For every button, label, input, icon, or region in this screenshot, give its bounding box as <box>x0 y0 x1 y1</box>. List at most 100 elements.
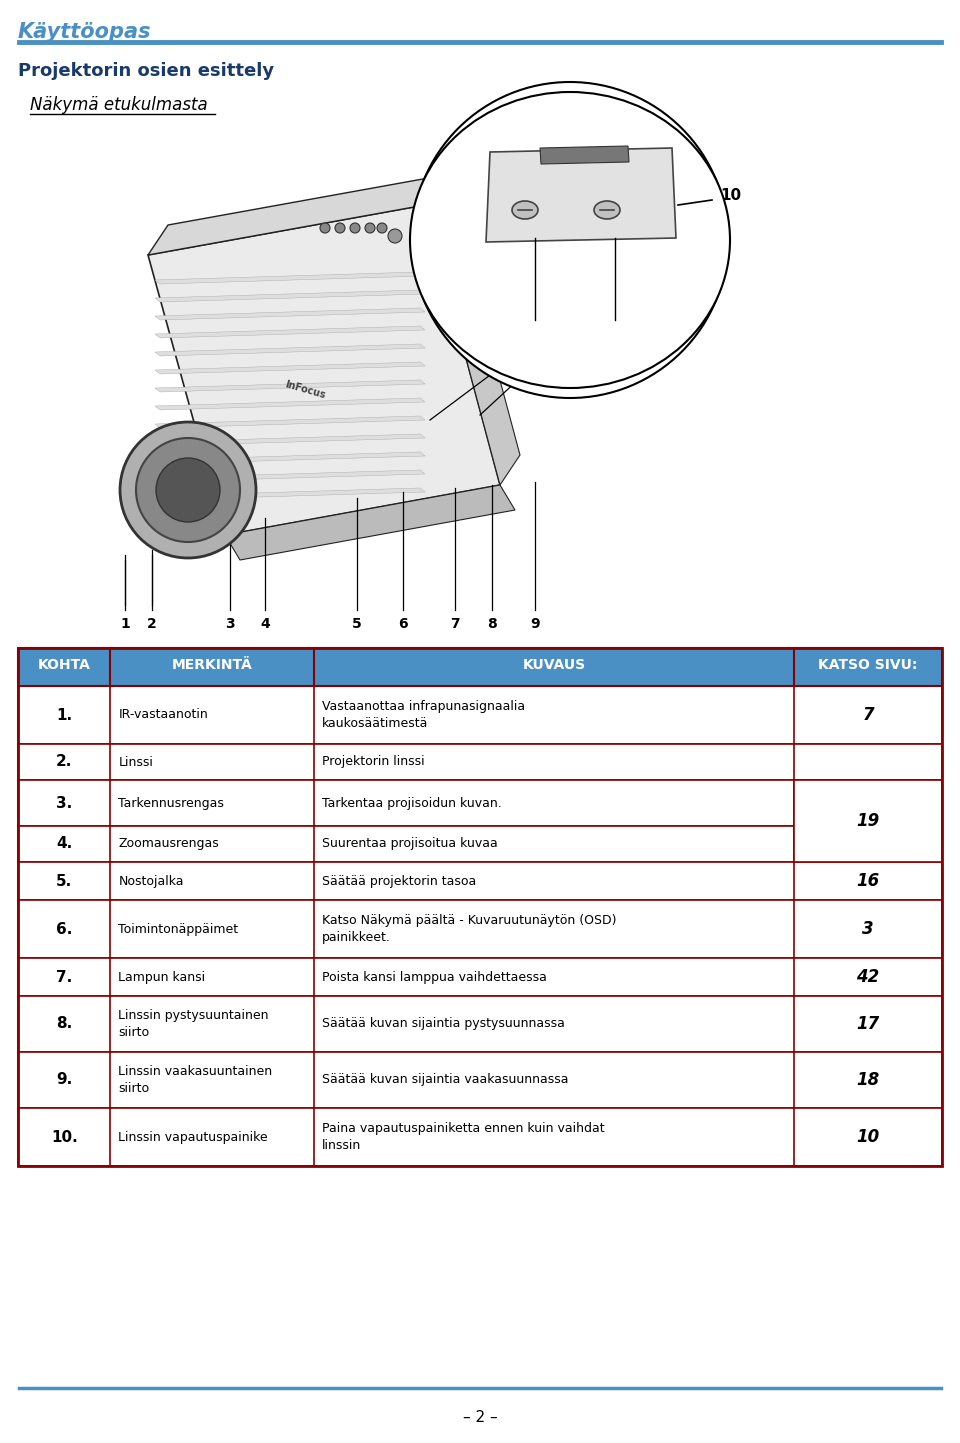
Text: 17: 17 <box>856 1014 879 1033</box>
Text: Katso Näkymä päältä - Kuvaruutunäytön (OSD)
painikkeet.: Katso Näkymä päältä - Kuvaruutunäytön (O… <box>322 913 616 944</box>
Circle shape <box>412 82 728 398</box>
Text: 10: 10 <box>856 1128 879 1146</box>
Text: 3.: 3. <box>56 795 72 811</box>
Text: 9: 9 <box>530 618 540 631</box>
Text: Projektorin osien esittely: Projektorin osien esittely <box>18 62 275 79</box>
Circle shape <box>377 224 387 232</box>
Polygon shape <box>18 648 942 685</box>
Text: Zoomausrengas: Zoomausrengas <box>118 837 219 850</box>
Polygon shape <box>18 745 942 781</box>
Polygon shape <box>148 175 445 255</box>
Text: 19: 19 <box>856 812 879 830</box>
Text: 1.: 1. <box>56 707 72 723</box>
Ellipse shape <box>512 201 538 219</box>
Text: Linssin pystysuuntainen
siirto: Linssin pystysuuntainen siirto <box>118 1009 269 1039</box>
Text: Linssin vaakasuuntainen
siirto: Linssin vaakasuuntainen siirto <box>118 1065 273 1095</box>
Circle shape <box>320 224 330 232</box>
Text: Lampun kansi: Lampun kansi <box>118 971 205 984</box>
Text: 6: 6 <box>398 618 408 631</box>
Polygon shape <box>18 900 942 958</box>
Polygon shape <box>794 781 942 861</box>
Text: Vastaanottaa infrapunasignaalia
kaukosäätimestä: Vastaanottaa infrapunasignaalia kaukosää… <box>322 700 525 730</box>
Text: 6.: 6. <box>56 922 72 937</box>
Text: 42: 42 <box>856 968 879 986</box>
Polygon shape <box>155 398 425 410</box>
Text: Säätää kuvan sijaintia vaakasuunnassa: Säätää kuvan sijaintia vaakasuunnassa <box>322 1074 568 1087</box>
Circle shape <box>120 421 256 558</box>
Polygon shape <box>18 825 942 861</box>
Text: 3: 3 <box>862 921 874 938</box>
Polygon shape <box>155 434 425 446</box>
Text: Linssin vapautuspainike: Linssin vapautuspainike <box>118 1130 268 1143</box>
Circle shape <box>335 224 345 232</box>
Text: Projektorin linssi: Projektorin linssi <box>322 756 424 769</box>
Polygon shape <box>148 205 500 535</box>
Polygon shape <box>18 1052 942 1108</box>
Text: 9.: 9. <box>56 1072 72 1088</box>
Text: Säätää kuvan sijaintia pystysuunnassa: Säätää kuvan sijaintia pystysuunnassa <box>322 1017 564 1030</box>
Text: 4.: 4. <box>56 837 72 851</box>
Polygon shape <box>155 362 425 374</box>
Polygon shape <box>18 958 942 996</box>
Text: 3: 3 <box>226 618 235 631</box>
Circle shape <box>388 229 402 242</box>
Text: 16: 16 <box>856 872 879 890</box>
Text: Paina vapautuspainiketta ennen kuin vaihdat
linssin: Paina vapautuspainiketta ennen kuin vaih… <box>322 1123 604 1152</box>
Text: Poista kansi lamppua vaihdettaessa: Poista kansi lamppua vaihdettaessa <box>322 971 546 984</box>
Circle shape <box>156 457 220 522</box>
Text: 5.: 5. <box>56 873 72 889</box>
Text: 4: 4 <box>260 618 270 631</box>
Text: 5: 5 <box>352 618 362 631</box>
Text: – 2 –: – 2 – <box>463 1410 497 1426</box>
Text: Näkymä etukulmasta: Näkymä etukulmasta <box>30 97 207 114</box>
Text: 10.: 10. <box>51 1130 78 1144</box>
Text: 10: 10 <box>720 188 741 202</box>
Ellipse shape <box>410 92 730 388</box>
Polygon shape <box>155 488 425 501</box>
Polygon shape <box>18 861 942 900</box>
Polygon shape <box>155 470 425 482</box>
Text: Tarkentaa projisoidun kuvan.: Tarkentaa projisoidun kuvan. <box>322 797 501 810</box>
Polygon shape <box>155 452 425 465</box>
Text: KOHTA: KOHTA <box>37 658 90 672</box>
Text: KUVAUS: KUVAUS <box>522 658 586 672</box>
Polygon shape <box>155 307 425 320</box>
Circle shape <box>350 224 360 232</box>
Polygon shape <box>486 149 676 242</box>
Ellipse shape <box>594 201 620 219</box>
Text: Säätää projektorin tasoa: Säätää projektorin tasoa <box>322 874 476 887</box>
Polygon shape <box>155 271 425 284</box>
Text: 18: 18 <box>856 1071 879 1089</box>
Text: 1: 1 <box>120 618 130 631</box>
Text: 7: 7 <box>862 706 874 724</box>
Text: 2: 2 <box>147 618 156 631</box>
Text: Nostojalka: Nostojalka <box>118 874 184 887</box>
Polygon shape <box>425 175 520 485</box>
Polygon shape <box>540 146 629 165</box>
Circle shape <box>365 224 375 232</box>
Text: 7.: 7. <box>56 970 72 984</box>
Polygon shape <box>18 685 942 745</box>
Text: IR-vastaanotin: IR-vastaanotin <box>118 709 208 722</box>
Text: Käyttöopas: Käyttöopas <box>18 22 152 42</box>
Text: 8.: 8. <box>56 1016 72 1032</box>
Polygon shape <box>18 996 942 1052</box>
Text: InFocus: InFocus <box>283 380 326 401</box>
Polygon shape <box>18 1108 942 1166</box>
Polygon shape <box>155 416 425 429</box>
Text: Suurentaa projisoitua kuvaa: Suurentaa projisoitua kuvaa <box>322 837 497 850</box>
Text: MERKINTÄ: MERKINTÄ <box>172 658 252 672</box>
Polygon shape <box>155 290 425 302</box>
Polygon shape <box>155 343 425 356</box>
Text: KATSO SIVU:: KATSO SIVU: <box>818 658 918 672</box>
Polygon shape <box>155 326 425 338</box>
Polygon shape <box>18 781 942 825</box>
Text: Linssi: Linssi <box>118 756 154 769</box>
Text: 7: 7 <box>450 618 460 631</box>
Text: 8: 8 <box>487 618 497 631</box>
Polygon shape <box>225 485 515 560</box>
Text: 2.: 2. <box>56 755 72 769</box>
Text: Toimintonäppäimet: Toimintonäppäimet <box>118 922 238 935</box>
Text: Tarkennusrengas: Tarkennusrengas <box>118 797 225 810</box>
Polygon shape <box>155 380 425 392</box>
